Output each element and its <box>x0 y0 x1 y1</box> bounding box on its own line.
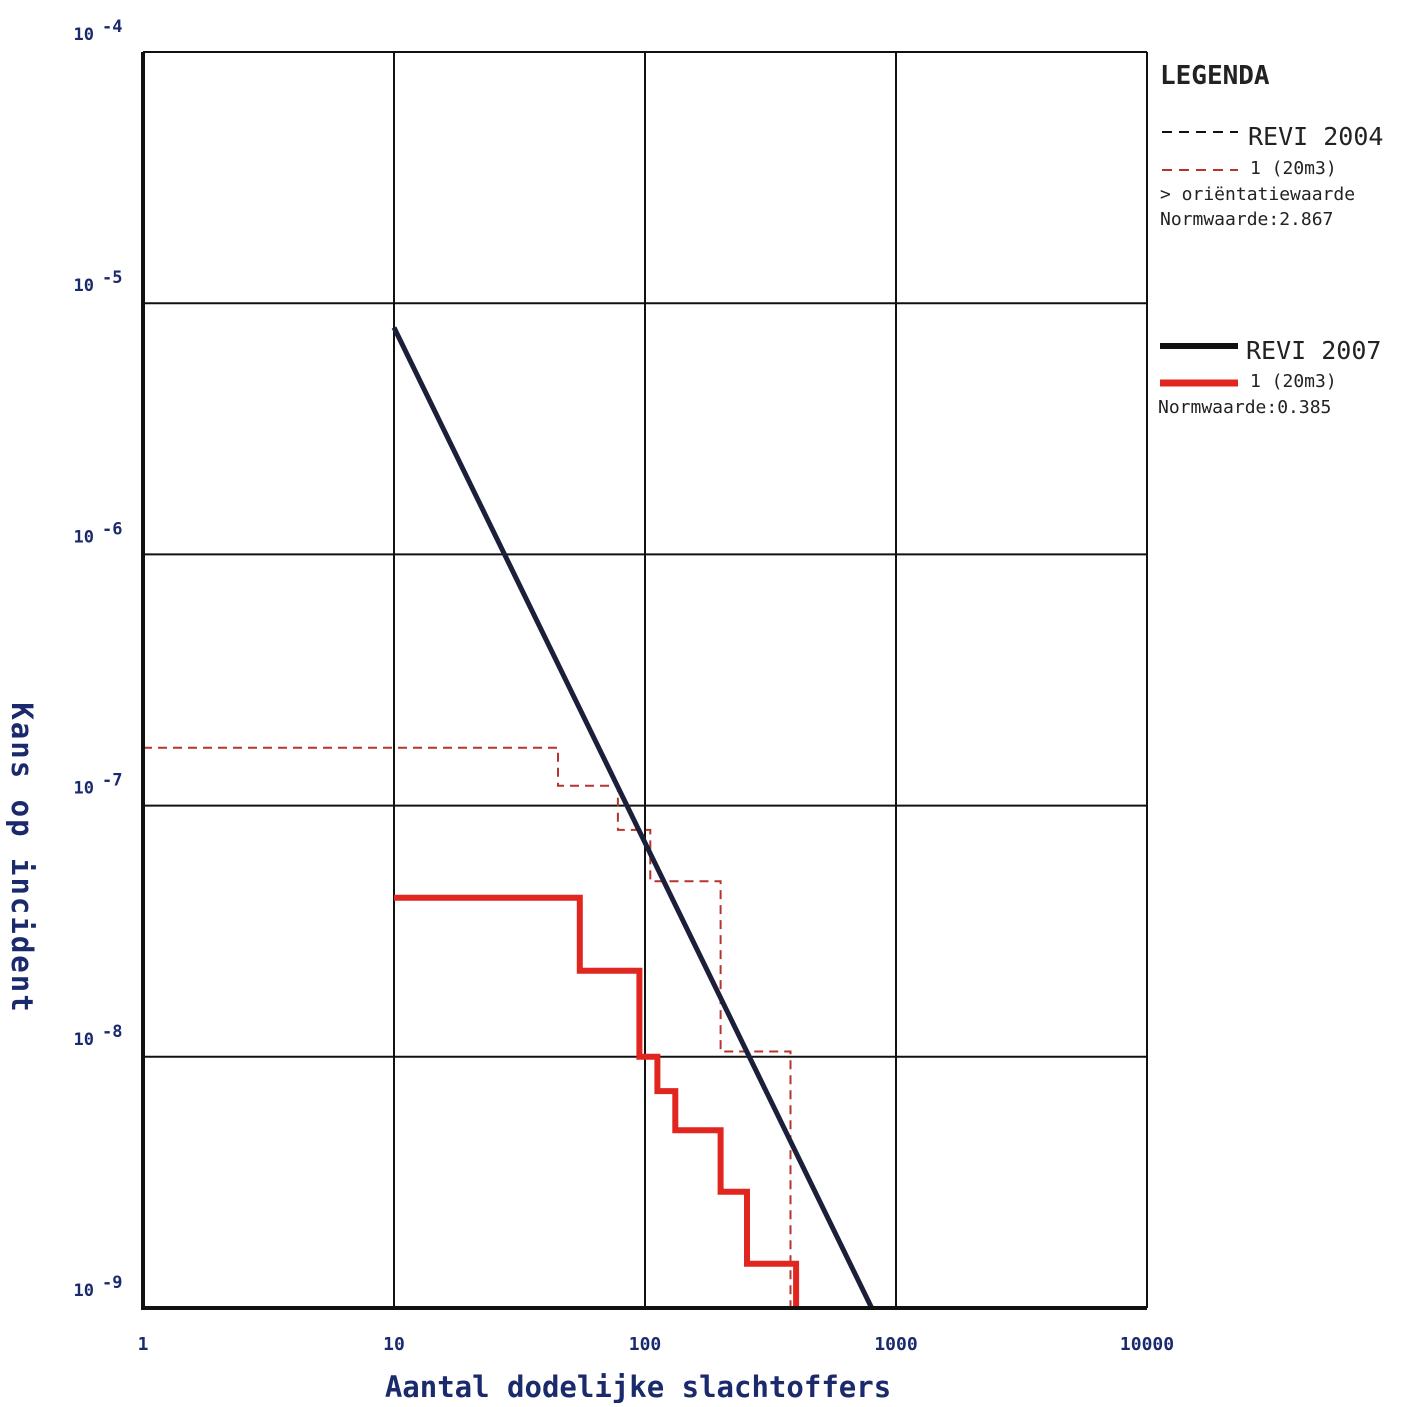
y-tick-label-exponent: -8 <box>102 1022 122 1042</box>
legend: LEGENDA REVI 2004 1 (20m3) > oriëntatiew… <box>1158 61 1383 418</box>
y-tick-label-exponent: -6 <box>102 519 122 539</box>
y-tick-label-exponent: -7 <box>102 771 122 791</box>
x-tick-label: 1 <box>138 1334 149 1355</box>
x-tick-label: 10 <box>383 1334 405 1355</box>
legend-note-normwaarde-2004: Normwaarde:2.867 <box>1160 209 1333 230</box>
series-line-revi2004-scenario <box>143 746 792 1308</box>
y-tick-label-exponent: -5 <box>102 268 122 288</box>
y-tick-label-base: 10 <box>74 25 94 45</box>
legend-note-normwaarde-2007: Normwaarde:0.385 <box>1158 397 1331 418</box>
plot-frame <box>141 51 1148 1310</box>
series-line-revi2007-norm <box>391 326 874 1310</box>
x-tick-label: 100 <box>629 1334 662 1355</box>
legend-label-revi2007: REVI 2007 <box>1246 336 1381 365</box>
legend-label-revi2004: REVI 2004 <box>1248 122 1383 151</box>
y-tick-label-base: 10 <box>74 1030 94 1050</box>
y-axis-title: Kans op incident <box>5 702 39 1013</box>
y-tick-label-base: 10 <box>74 779 94 799</box>
y-tick-label-exponent: -4 <box>102 17 122 37</box>
x-tick-label: 1000 <box>874 1334 917 1355</box>
x-axis-title: Aantal dodelijke slachtoffers <box>385 1370 891 1404</box>
y-tick-label-base: 10 <box>74 527 94 547</box>
legend-item-revi2004-scenario: 1 (20m3) <box>1250 158 1337 179</box>
legend-note-orientatiewaarde: > oriëntatiewaarde <box>1160 184 1355 205</box>
y-tick-label-base: 10 <box>74 1281 94 1301</box>
y-tick-label-exponent: -9 <box>102 1273 122 1293</box>
legend-title: LEGENDA <box>1160 61 1270 91</box>
series-line-revi2007-scenario <box>394 894 800 1308</box>
y-tick-labels: 10 -4 10 -5 10 -6 10 -7 10 -8 10 -9 <box>74 17 123 1301</box>
legend-group-revi2007: REVI 2007 1 (20m3) Normwaarde:0.385 <box>1158 336 1381 418</box>
x-tick-label: 10000 <box>1120 1334 1174 1355</box>
x-tick-labels: 1 10 100 1000 10000 <box>138 1334 1175 1355</box>
grid-lines <box>143 52 1147 1308</box>
legend-group-revi2004: REVI 2004 1 (20m3) > oriëntatiewaarde No… <box>1160 122 1383 230</box>
series-layer <box>143 326 874 1310</box>
legend-item-revi2007-scenario: 1 (20m3) <box>1250 371 1337 392</box>
y-tick-label-base: 10 <box>74 276 94 296</box>
